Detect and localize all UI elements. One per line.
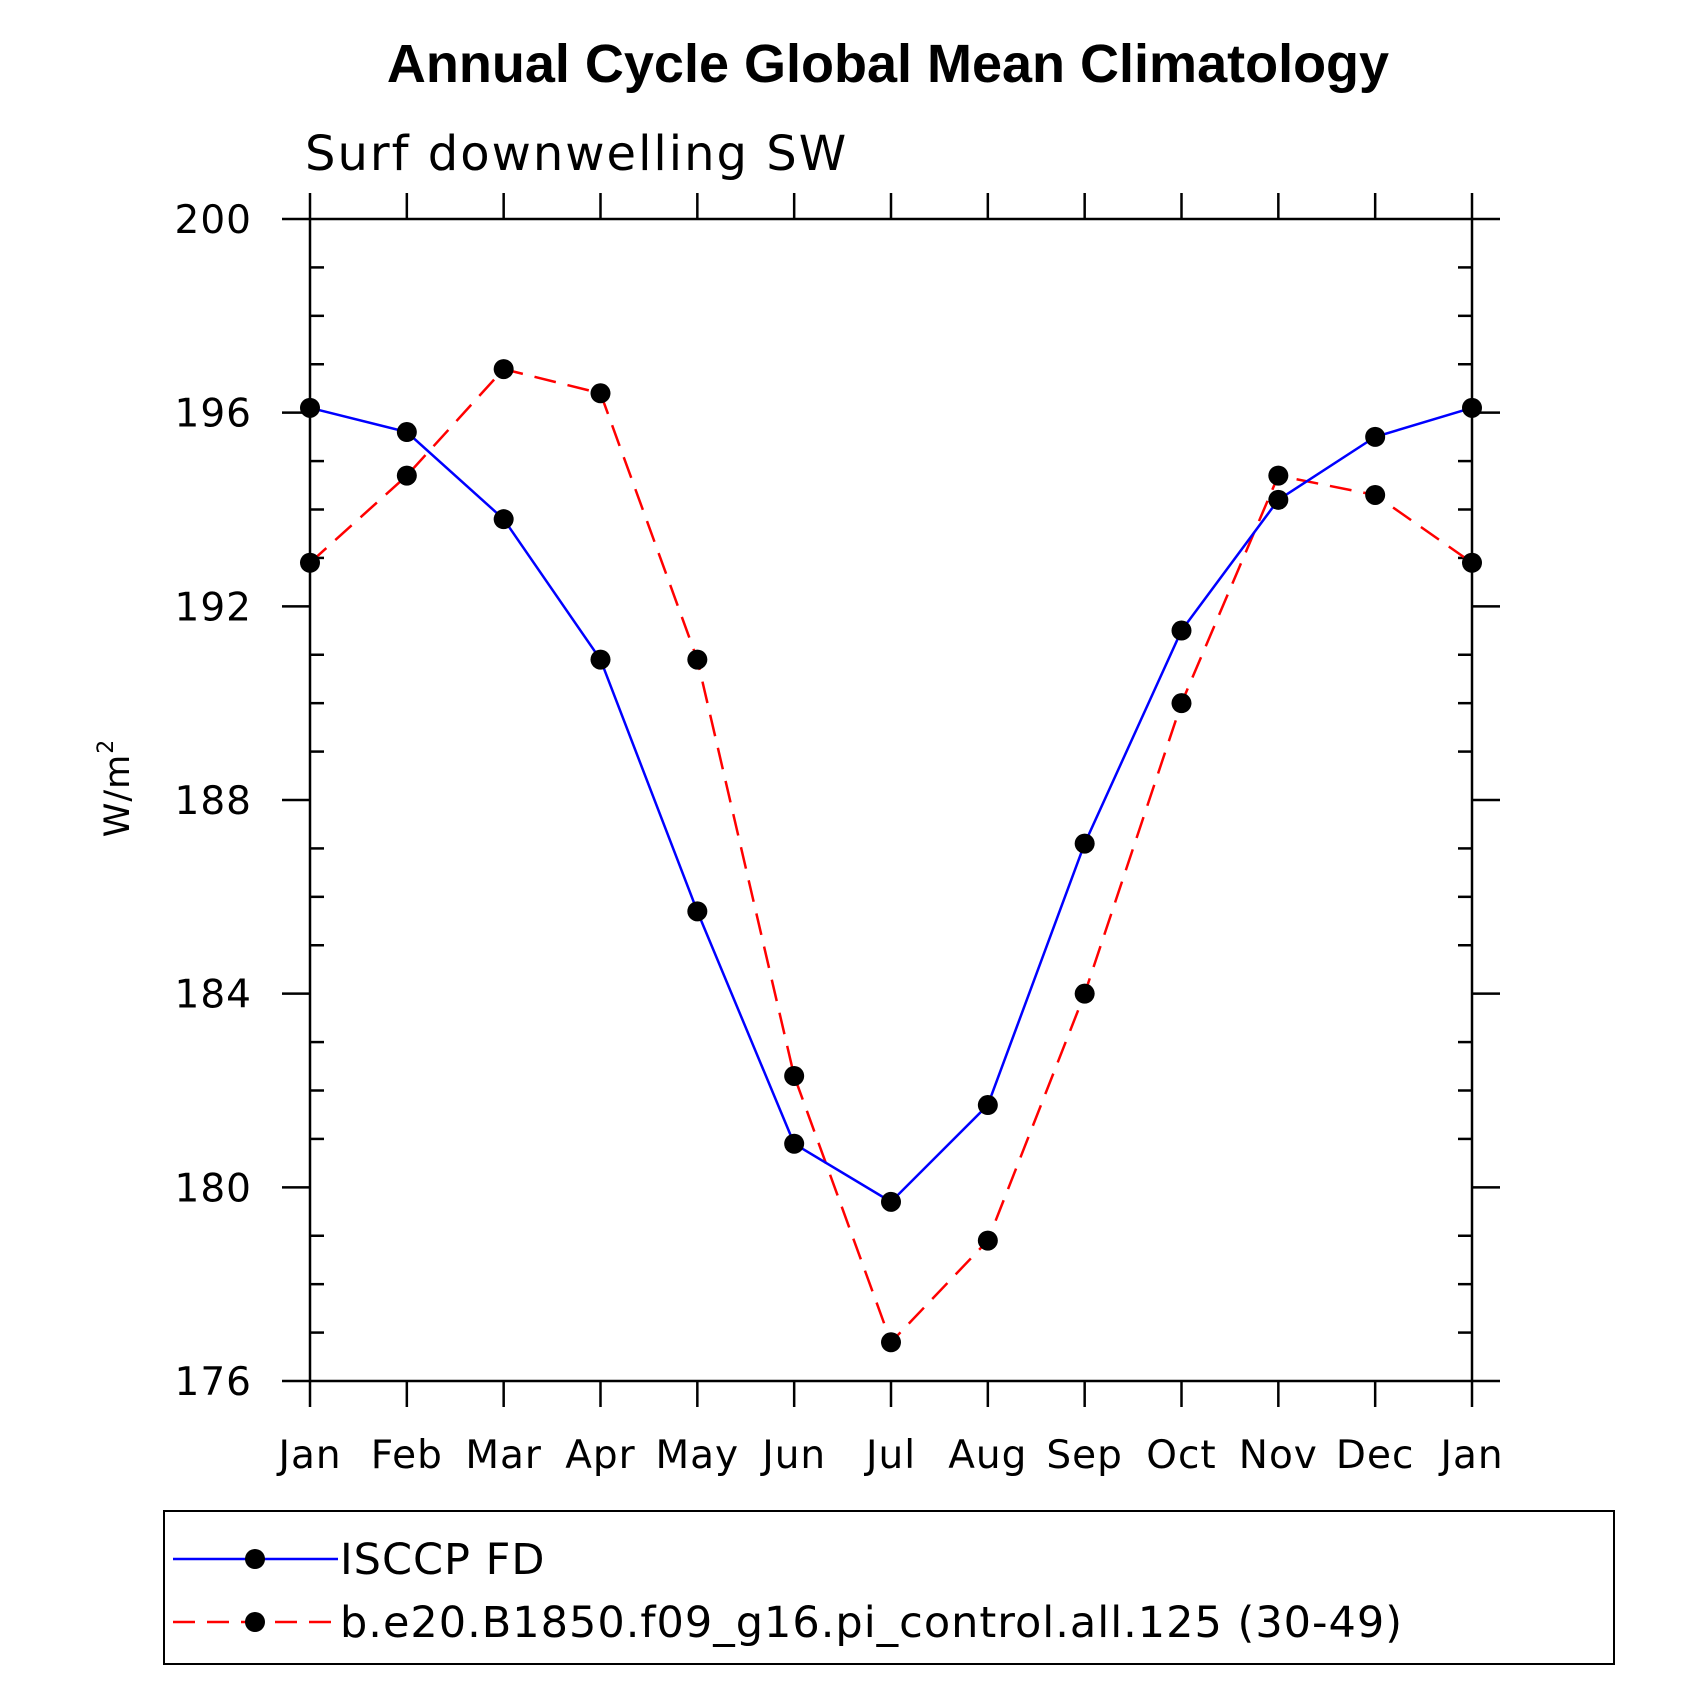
chart-title: Annual Cycle Global Mean Climatology (387, 34, 1389, 94)
series-1-point (687, 649, 708, 670)
series-0-point (1171, 620, 1192, 641)
y-tick-label: 176 (175, 1360, 252, 1405)
y-tick-label: 196 (175, 392, 252, 437)
y-axis-label-unit: W/m (98, 754, 138, 838)
legend-box (163, 1510, 1615, 1665)
series-0-point (300, 397, 320, 418)
y-tick-label: 184 (175, 973, 252, 1018)
y-tick-label: 192 (175, 585, 252, 630)
legend-label-1: b.e20.B1850.f09_g16.pi_control.all.125 (… (340, 1598, 1403, 1648)
series-1-point (1268, 465, 1289, 486)
legend-marker-1 (245, 1612, 265, 1632)
series-1-point (977, 1230, 998, 1251)
y-axis-label-superscript: 2 (94, 739, 119, 754)
series-0-point (1074, 833, 1095, 854)
series-1-point (784, 1065, 805, 1086)
series-0-point (977, 1095, 998, 1116)
series-1-point (881, 1332, 901, 1353)
x-tick-label: Oct (1146, 1433, 1216, 1478)
series-0-point (1365, 426, 1386, 447)
y-axis-label: W/m2 (94, 739, 138, 838)
series-0-point (881, 1191, 901, 1212)
x-tick-label: Feb (371, 1433, 443, 1478)
legend-marker-0 (245, 1549, 265, 1569)
x-tick-label: Dec (1336, 1433, 1414, 1478)
series-0-point (1462, 397, 1482, 418)
y-tick-label: 180 (175, 1166, 252, 1211)
series-line-0 (309, 406, 1473, 1204)
series-1-point (1462, 552, 1482, 573)
axes: Jan Feb Mar Apr May Jun Jul Aug Sep Oct Nov Dec Jan 1… (175, 193, 1503, 1478)
series-1-point (396, 465, 417, 486)
series-1-point (1074, 983, 1095, 1004)
series-1-point (1171, 693, 1192, 714)
x-tick-label: Sep (1046, 1433, 1123, 1478)
x-tick-label: Jul (863, 1433, 916, 1478)
x-tick-label: Aug (948, 1433, 1027, 1478)
legend-label-0: ISCCP FD (340, 1535, 545, 1585)
x-tick-label: Apr (565, 1433, 635, 1478)
series-1-point (590, 383, 611, 404)
series-0-point (590, 649, 611, 670)
x-tick-label: Jun (759, 1433, 826, 1478)
series-1-point (1365, 484, 1386, 505)
series-0-point (784, 1133, 805, 1154)
series-0-point (687, 901, 708, 922)
series-0-point (1268, 489, 1289, 510)
series-0-point (493, 509, 514, 530)
x-tick-label: Jan (275, 1433, 341, 1478)
plot-series (300, 359, 1482, 1353)
y-tick-label: 200 (175, 198, 252, 243)
chart-subtitle: Surf downwelling SW (305, 126, 848, 182)
x-tick-label: Mar (465, 1433, 542, 1478)
series-0-point (396, 422, 417, 443)
x-tick-label: May (656, 1433, 740, 1478)
y-tick-label: 188 (175, 779, 252, 824)
x-tick-label: Nov (1239, 1433, 1318, 1478)
x-tick-label: Jan (1437, 1433, 1503, 1478)
series-1-point (493, 359, 514, 380)
legend: ISCCP FD b.e20.B1850.f09_g16.pi_control.a… (163, 1510, 1615, 1665)
series-1-point (300, 552, 320, 573)
